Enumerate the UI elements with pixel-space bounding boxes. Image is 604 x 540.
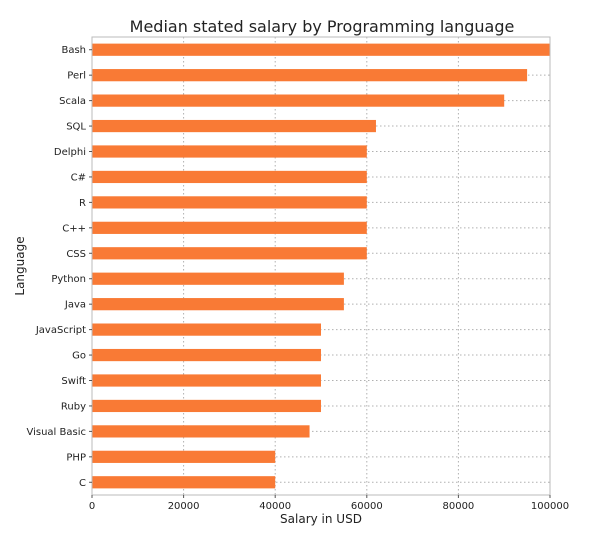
bar-bash (92, 43, 550, 56)
x-tick-label: 0 (89, 501, 95, 512)
bar-c (92, 170, 367, 184)
y-tick-label: Perl (67, 71, 86, 82)
y-tick-label: R (79, 198, 86, 209)
plot-frame (91, 36, 551, 496)
y-tick-label: Ruby (61, 401, 86, 412)
bar-r (92, 196, 367, 209)
y-axis-label: Language (13, 236, 27, 295)
x-tick-label: 20000 (168, 501, 200, 512)
x-tick-labels: 0 20000 40000 60000 80000 100000 (89, 495, 569, 512)
y-tick-labels: Bash Perl Scala SQL Delphi C# R C++ CSS Python Jav… (26, 45, 92, 489)
bar-swift (92, 374, 321, 387)
y-tick-label: C++ (62, 223, 86, 234)
bar-go (92, 348, 321, 362)
bar-python (92, 272, 344, 285)
bar-c (92, 221, 367, 234)
y-tick-label: CSS (66, 249, 86, 260)
bar-php (92, 450, 276, 463)
bar-css (92, 247, 367, 260)
x-tick-label: 100000 (531, 501, 569, 512)
chart-title: Median stated salary by Programming lang… (130, 17, 515, 36)
y-tick-label: Visual Basic (26, 427, 86, 438)
y-tick-label: SQL (66, 122, 86, 133)
bars (92, 43, 550, 489)
bar-c (92, 476, 276, 489)
y-tick-label: Delphi (54, 147, 86, 158)
x-tick-label: 60000 (351, 501, 383, 512)
y-tick-label: Bash (61, 45, 86, 56)
y-tick-label: C (79, 478, 86, 489)
x-tick-label: 40000 (259, 501, 291, 512)
y-tick-label: Scala (59, 96, 86, 107)
bar-javascript (92, 323, 321, 336)
x-tick-label: 80000 (442, 501, 474, 512)
bar-delphi (92, 145, 367, 158)
bar-perl (92, 69, 528, 82)
y-tick-label: Swift (61, 376, 86, 387)
y-tick-label: Python (51, 274, 86, 285)
bar-ruby (92, 399, 321, 413)
y-tick-label: JavaScript (35, 325, 86, 336)
x-axis-label: Salary in USD (280, 512, 362, 526)
bar-java (92, 298, 344, 311)
y-tick-label: Go (72, 351, 86, 362)
bar-sql (92, 119, 376, 133)
bar-visual-basic (92, 425, 310, 438)
bar-scala (92, 94, 505, 107)
y-tick-label: C# (71, 172, 86, 183)
y-tick-label: Java (64, 300, 86, 311)
y-tick-label: PHP (66, 452, 86, 463)
